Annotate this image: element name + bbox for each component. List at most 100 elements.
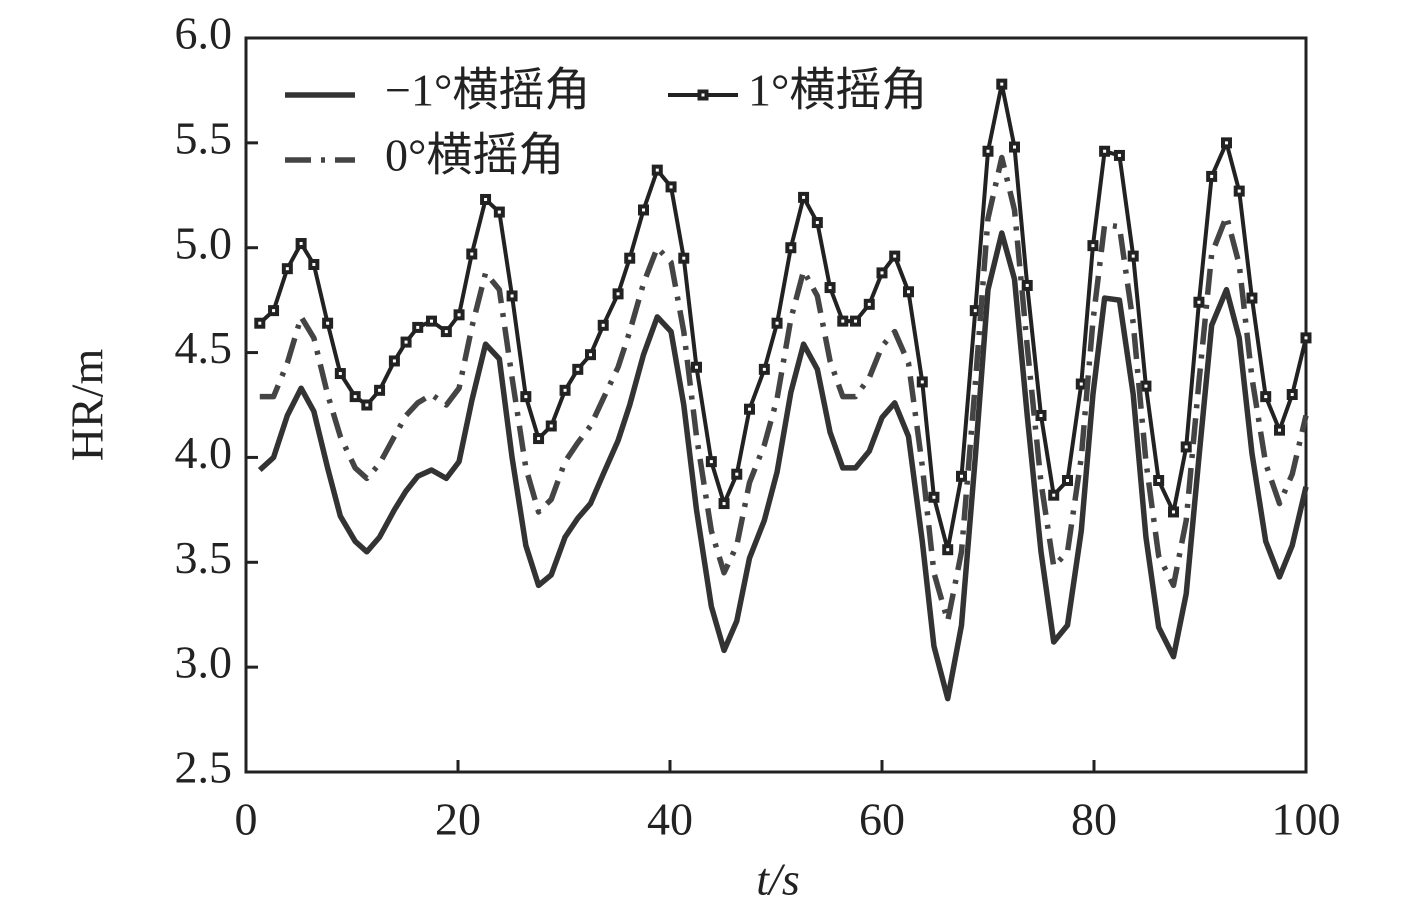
marker-center (1025, 283, 1029, 287)
marker-center (470, 252, 474, 256)
legend-label: −1°横摇角 (385, 65, 590, 116)
y-tick-label: 6.0 (175, 8, 233, 59)
x-axis-label: t/s (756, 854, 799, 905)
marker-center (841, 319, 845, 323)
marker-center (628, 256, 632, 260)
marker-center (1052, 493, 1056, 497)
marker-center (484, 197, 488, 201)
marker-center (1290, 393, 1294, 397)
marker-center (1197, 300, 1201, 304)
x-tick-label: 20 (435, 794, 481, 845)
y-tick-label: 3.0 (175, 637, 233, 688)
marker-center (695, 365, 698, 369)
marker-center (932, 495, 936, 499)
marker-center (1079, 382, 1083, 386)
marker-center (365, 403, 369, 407)
y-tick-label: 3.5 (175, 532, 233, 583)
marker-center (682, 256, 686, 260)
marker-center (601, 323, 605, 327)
marker-center (815, 221, 819, 225)
marker-center (986, 149, 990, 153)
marker-center (960, 474, 963, 478)
marker-center (1184, 445, 1188, 449)
marker-center (1131, 254, 1135, 258)
marker-center (775, 321, 779, 325)
legend-label: 0°横摇角 (385, 130, 564, 181)
marker-center (326, 321, 330, 325)
marker-center (748, 407, 751, 411)
marker-center (285, 267, 289, 271)
marker-center (616, 292, 620, 296)
marker-center (353, 395, 357, 399)
marker-center (589, 353, 592, 357)
marker-center (1000, 82, 1004, 86)
marker-center (802, 195, 806, 199)
series-line (259, 154, 1309, 624)
marker-center (299, 242, 303, 246)
marker-center (537, 437, 541, 441)
marker-center (430, 319, 433, 323)
marker-center (946, 548, 950, 552)
marker-center (272, 309, 276, 313)
x-tick-label: 0 (235, 794, 258, 845)
marker-center (1091, 244, 1095, 248)
plot-frame (244, 36, 1308, 774)
marker-center (1210, 174, 1214, 178)
marker-center (1066, 478, 1069, 482)
x-tick-label: 40 (647, 794, 693, 845)
marker-center (1157, 478, 1161, 482)
marker-center (880, 271, 884, 275)
marker-center (735, 472, 739, 476)
y-tick-label: 2.5 (175, 742, 233, 793)
marker-center (701, 93, 705, 97)
marker-center (1013, 145, 1016, 149)
marker-center (789, 246, 793, 250)
legend-label: 1°横摇角 (748, 65, 927, 116)
y-tick-label: 4.5 (175, 322, 233, 373)
marker-center (867, 302, 871, 306)
x-tick-label: 100 (1272, 794, 1341, 845)
marker-center (1264, 395, 1268, 399)
marker-center (973, 309, 977, 313)
marker-center (907, 290, 910, 294)
x-tick-label: 60 (859, 794, 905, 845)
marker-center (404, 340, 408, 344)
marker-center (854, 319, 857, 323)
marker-center (392, 359, 396, 363)
marker-center (563, 388, 567, 392)
marker-center (378, 388, 382, 392)
marker-center (338, 372, 342, 376)
marker-center (258, 321, 262, 325)
marker-center (416, 325, 420, 329)
marker-center (1237, 189, 1241, 193)
marker-center (312, 262, 316, 266)
y-tick-label: 4.0 (175, 427, 233, 478)
marker-center (1039, 413, 1043, 417)
marker-center (1304, 336, 1308, 340)
marker-center (762, 367, 766, 371)
marker-center (497, 210, 501, 214)
marker-center (920, 380, 924, 384)
marker-center (893, 254, 897, 258)
y-axis-label: HR/m (62, 349, 113, 462)
marker-center (1117, 153, 1121, 157)
marker-center (669, 185, 673, 189)
marker-center (1225, 141, 1228, 145)
marker-center (576, 367, 580, 371)
marker-center (1144, 384, 1148, 388)
marker-center (510, 294, 514, 298)
marker-center (1103, 149, 1107, 153)
marker-center (549, 424, 553, 428)
series-line (257, 230, 1309, 702)
marker-center (828, 286, 832, 290)
marker-center (1250, 296, 1254, 300)
marker-center (655, 168, 659, 172)
marker-center (457, 313, 461, 317)
marker-center (1172, 510, 1175, 514)
marker-center (709, 460, 713, 464)
marker-center (1278, 428, 1281, 432)
marker-center (524, 395, 528, 399)
y-tick-label: 5.0 (175, 217, 233, 268)
